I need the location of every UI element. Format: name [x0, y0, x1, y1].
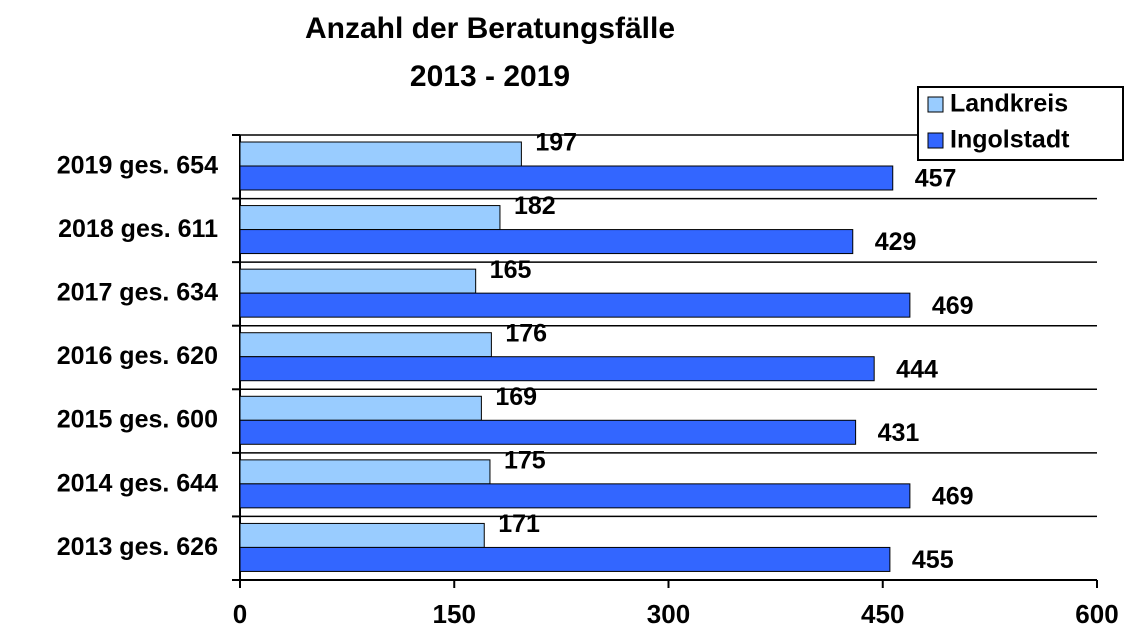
bar	[239, 141, 522, 167]
data-label: 175	[504, 446, 546, 474]
bar	[239, 292, 911, 318]
bar	[239, 165, 894, 191]
y-tick-label: 2017 ges. 634	[57, 279, 218, 307]
bar	[239, 332, 492, 358]
data-label: 171	[498, 510, 540, 538]
x-tick-label: 0	[233, 599, 247, 629]
data-label: 469	[932, 292, 974, 320]
x-tick-label: 300	[647, 599, 690, 629]
data-label: 429	[875, 228, 917, 256]
data-label: 469	[932, 482, 974, 510]
data-label: 182	[514, 192, 556, 220]
legend-swatch	[927, 132, 944, 149]
legend-label: Ingolstadt	[950, 126, 1070, 154]
data-label: 176	[505, 319, 547, 347]
x-tick-label: 600	[1075, 599, 1118, 629]
data-label: 431	[878, 419, 920, 447]
bar	[239, 205, 501, 231]
bar	[239, 522, 485, 548]
bar	[239, 546, 891, 572]
x-tick-label: 450	[861, 599, 904, 629]
data-label: 455	[912, 546, 954, 574]
bar	[239, 483, 911, 509]
y-tick-label: 2015 ges. 600	[57, 406, 218, 434]
y-tick-label: 2013 ges. 626	[57, 533, 218, 561]
bar	[239, 459, 491, 485]
data-label: 457	[915, 165, 957, 193]
y-tick-label: 2018 ges. 611	[58, 215, 218, 243]
data-label: 444	[896, 355, 938, 383]
y-tick-label: 2014 ges. 644	[57, 469, 218, 497]
legend-label: Landkreis	[950, 90, 1068, 118]
bar	[239, 419, 857, 445]
legend-swatch	[927, 96, 944, 113]
bar	[239, 356, 875, 382]
legend-box	[917, 86, 1124, 161]
x-tick-label: 150	[433, 599, 476, 629]
bar	[239, 268, 477, 294]
data-label: 169	[495, 383, 537, 411]
bar	[239, 229, 854, 255]
y-tick-label: 2016 ges. 620	[57, 342, 218, 370]
chart-subtitle: 2013 - 2019	[410, 60, 570, 93]
y-tick-label: 2019 ges. 654	[57, 151, 218, 179]
data-label: 197	[535, 129, 577, 157]
chart-title: Anzahl der Beratungsfälle	[305, 12, 675, 45]
bar	[239, 395, 482, 421]
data-label: 165	[490, 256, 532, 284]
